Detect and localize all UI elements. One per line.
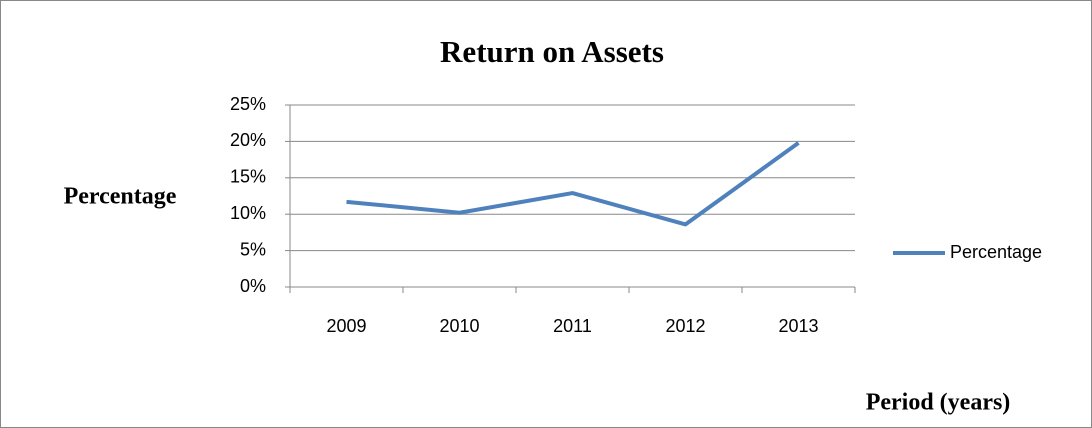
y-tick-label: 15% xyxy=(230,167,266,187)
y-tick-label: 0% xyxy=(240,276,266,296)
x-axis-label: Period (years) xyxy=(866,390,1011,416)
x-tick-label: 2009 xyxy=(326,316,366,336)
x-tick-label: 2013 xyxy=(778,316,818,336)
y-tick-label: 20% xyxy=(230,130,266,150)
chart-title: Return on Assets xyxy=(440,34,664,69)
x-tick-label: 2011 xyxy=(553,316,592,336)
data-line xyxy=(346,141,800,227)
y-tick-label: 5% xyxy=(240,239,266,259)
y-tick-label: 25% xyxy=(230,94,266,114)
legend-label: Percentage xyxy=(950,242,1042,262)
y-axis-label: Percentage xyxy=(64,184,177,210)
y-tick-label: 10% xyxy=(230,203,266,223)
x-tick-label: 2012 xyxy=(665,316,705,336)
x-tick-label: 2010 xyxy=(439,316,479,336)
